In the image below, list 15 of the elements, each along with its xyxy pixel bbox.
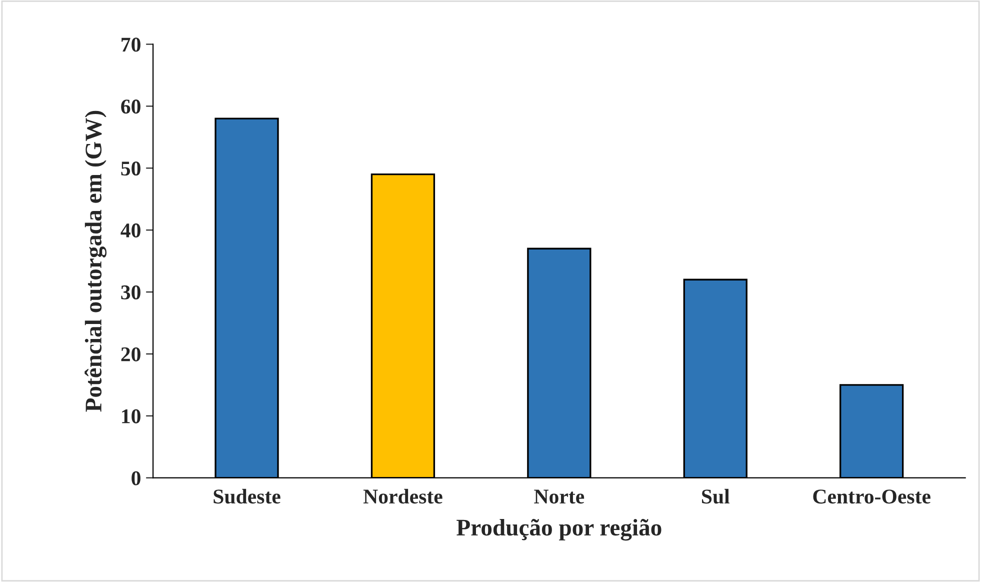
x-tick-label: Sul — [702, 488, 730, 504]
y-tick-label: 70 — [122, 38, 140, 52]
x-tick-label: Sudeste — [214, 488, 280, 504]
y-tick-label: 40 — [120, 223, 140, 238]
y-axis-title: Potêncial outorgada em (GW) — [84, 110, 107, 412]
y-tick-label: 60 — [121, 100, 140, 114]
x-tick-label: Norte — [534, 490, 584, 504]
y-tick-label: 20 — [121, 347, 140, 362]
y-tick-label: 10 — [122, 409, 140, 424]
x-tick-label: Nordeste — [363, 488, 442, 504]
x-tick-label: Centro-Oeste — [813, 490, 930, 504]
x-axis-title: Produção por região — [456, 518, 662, 541]
y-tick-label: 0 — [132, 471, 140, 486]
y-tick-label: 30 — [121, 285, 140, 300]
y-tick-label: 50 — [121, 161, 140, 176]
